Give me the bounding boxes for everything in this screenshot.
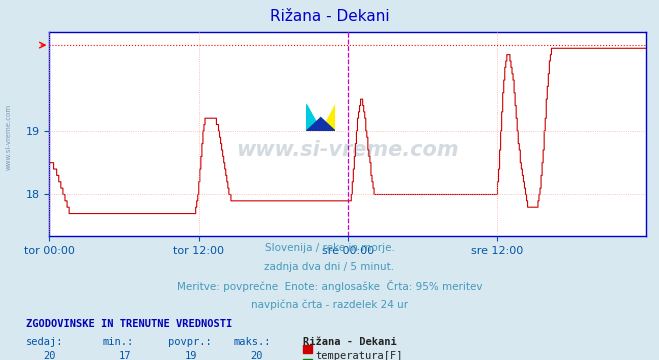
Text: sedaj:: sedaj: (26, 337, 64, 347)
Text: 20: 20 (43, 351, 55, 360)
Polygon shape (321, 104, 335, 131)
Text: 19: 19 (185, 351, 197, 360)
Text: Slovenija / reke in morje.: Slovenija / reke in morje. (264, 243, 395, 253)
Text: Meritve: povprečne  Enote: anglosaške  Črta: 95% meritev: Meritve: povprečne Enote: anglosaške Črt… (177, 280, 482, 292)
Text: temperatura[F]: temperatura[F] (315, 351, 403, 360)
Text: maks.:: maks.: (234, 337, 272, 347)
Text: www.si-vreme.com: www.si-vreme.com (5, 104, 12, 170)
Text: Rižana - Dekani: Rižana - Dekani (303, 337, 397, 347)
Text: navpična črta - razdelek 24 ur: navpična črta - razdelek 24 ur (251, 299, 408, 310)
Text: 17: 17 (119, 351, 131, 360)
Text: 20: 20 (250, 351, 263, 360)
Polygon shape (306, 118, 335, 131)
Text: min.:: min.: (102, 337, 133, 347)
Text: Rižana - Dekani: Rižana - Dekani (270, 9, 389, 24)
Text: ZGODOVINSKE IN TRENUTNE VREDNOSTI: ZGODOVINSKE IN TRENUTNE VREDNOSTI (26, 319, 233, 329)
Polygon shape (306, 104, 321, 131)
Text: www.si-vreme.com: www.si-vreme.com (237, 140, 459, 160)
Text: povpr.:: povpr.: (168, 337, 212, 347)
Text: zadnja dva dni / 5 minut.: zadnja dva dni / 5 minut. (264, 262, 395, 272)
